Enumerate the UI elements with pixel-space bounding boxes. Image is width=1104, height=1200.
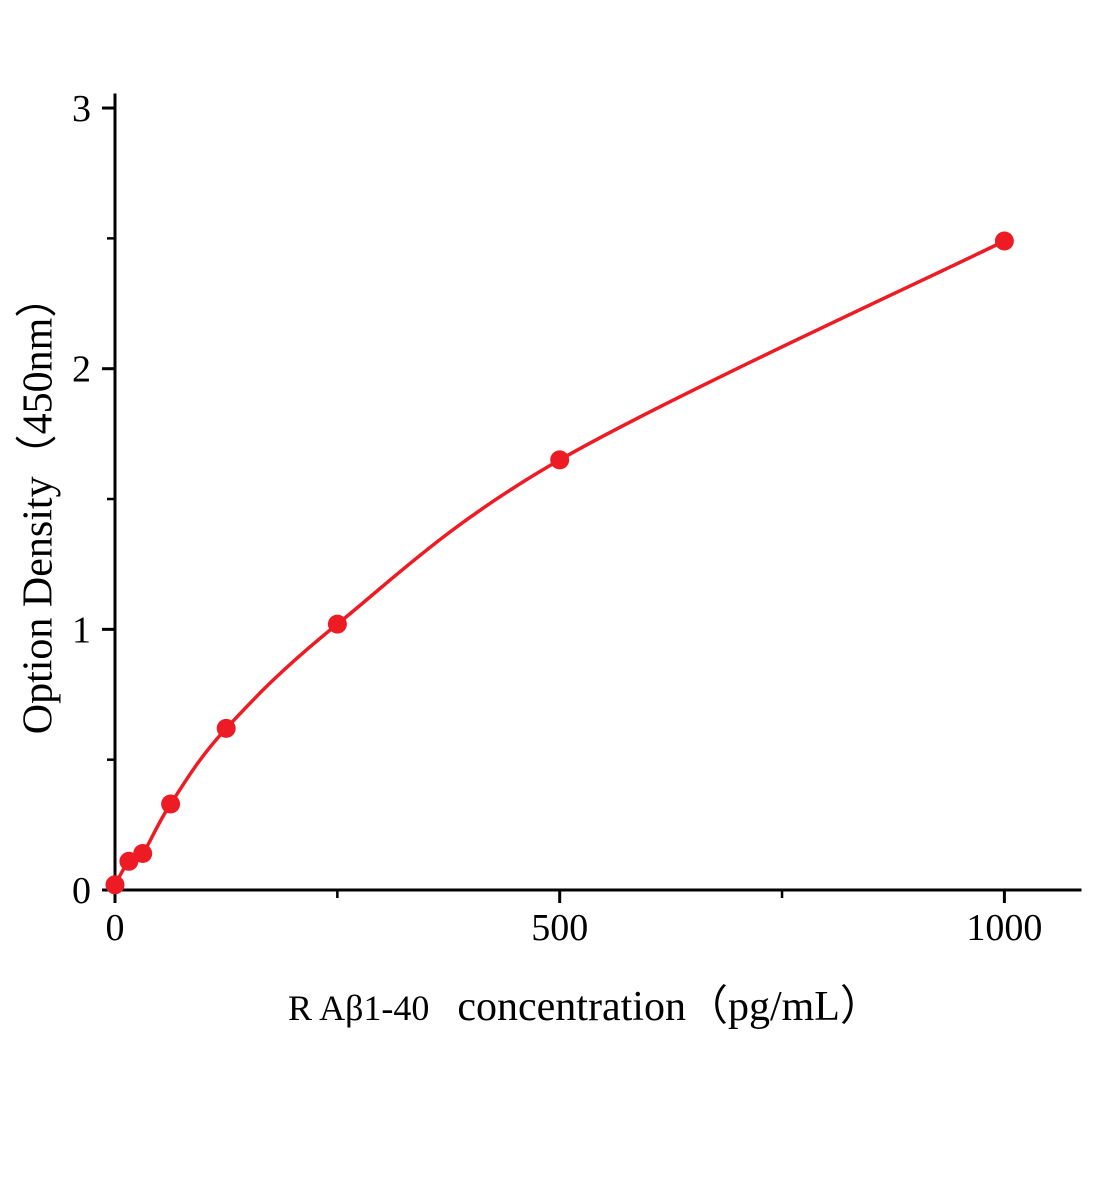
x-axis-tick-label: 500 [531, 907, 588, 949]
data-point-marker [161, 794, 181, 814]
data-point-marker [133, 844, 153, 863]
data-point-marker [119, 851, 139, 871]
x-axis-tick-label: 1000 [966, 907, 1042, 949]
data-point-marker [327, 614, 347, 634]
data-point-marker [105, 875, 125, 895]
y-axis-tick-label: 2 [72, 349, 91, 391]
data-point-marker [550, 450, 570, 470]
data-point-marker [216, 718, 236, 738]
x-axis-tick-label: 0 [106, 907, 125, 949]
standard-curve-line [113, 239, 1006, 886]
y-axis-title: Option Density（450nm） [15, 275, 62, 735]
y-axis-tick-label: 0 [72, 870, 91, 912]
y-axis-tick-label: 1 [72, 609, 91, 651]
data-point-marker [994, 231, 1014, 251]
x-axis-title-main: concentration（pg/mL） [457, 984, 882, 1030]
y-axis-tick-label: 3 [72, 88, 91, 130]
x-axis-title: R Aβ1-40 concentration（pg/mL） [288, 972, 882, 1033]
axes-lines [113, 93, 1082, 892]
x-axis-title-prefix: R Aβ1-40 [288, 988, 430, 1028]
